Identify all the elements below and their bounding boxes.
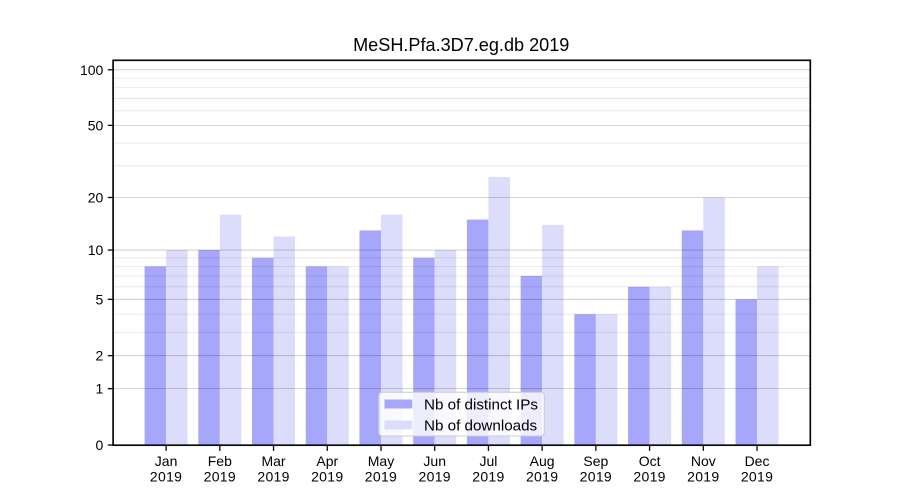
- svg-text:Apr: Apr: [316, 453, 338, 469]
- svg-text:2019: 2019: [204, 468, 236, 484]
- svg-text:2019: 2019: [365, 468, 397, 484]
- svg-text:2019: 2019: [419, 468, 451, 484]
- svg-text:2: 2: [96, 348, 104, 364]
- svg-text:20: 20: [88, 189, 104, 205]
- svg-text:Nov: Nov: [691, 453, 716, 469]
- svg-text:2019: 2019: [150, 468, 182, 484]
- svg-text:2019: 2019: [526, 468, 558, 484]
- svg-text:Jan: Jan: [155, 453, 178, 469]
- svg-text:2019: 2019: [580, 468, 612, 484]
- svg-text:2019: 2019: [472, 468, 504, 484]
- svg-text:MeSH.Pfa.3D7.eg.db 2019: MeSH.Pfa.3D7.eg.db 2019: [353, 35, 569, 55]
- svg-text:Feb: Feb: [208, 453, 232, 469]
- svg-text:Dec: Dec: [745, 453, 770, 469]
- svg-text:2019: 2019: [311, 468, 343, 484]
- svg-text:Jul: Jul: [479, 453, 497, 469]
- svg-text:1: 1: [96, 381, 104, 397]
- svg-text:2019: 2019: [687, 468, 719, 484]
- svg-text:2019: 2019: [633, 468, 665, 484]
- svg-text:Sep: Sep: [583, 453, 608, 469]
- svg-text:Aug: Aug: [530, 453, 555, 469]
- svg-text:2019: 2019: [257, 468, 289, 484]
- svg-text:100: 100: [80, 62, 104, 78]
- svg-text:May: May: [368, 453, 394, 469]
- svg-text:Nb of distinct IPs: Nb of distinct IPs: [424, 396, 538, 413]
- svg-text:2019: 2019: [741, 468, 773, 484]
- svg-text:50: 50: [88, 117, 104, 133]
- svg-text:Mar: Mar: [261, 453, 285, 469]
- svg-text:Oct: Oct: [639, 453, 661, 469]
- svg-text:10: 10: [88, 242, 104, 258]
- svg-text:5: 5: [96, 291, 104, 307]
- svg-text:Nb of downloads: Nb of downloads: [424, 417, 538, 434]
- svg-text:0: 0: [96, 437, 104, 453]
- svg-text:Jun: Jun: [423, 453, 446, 469]
